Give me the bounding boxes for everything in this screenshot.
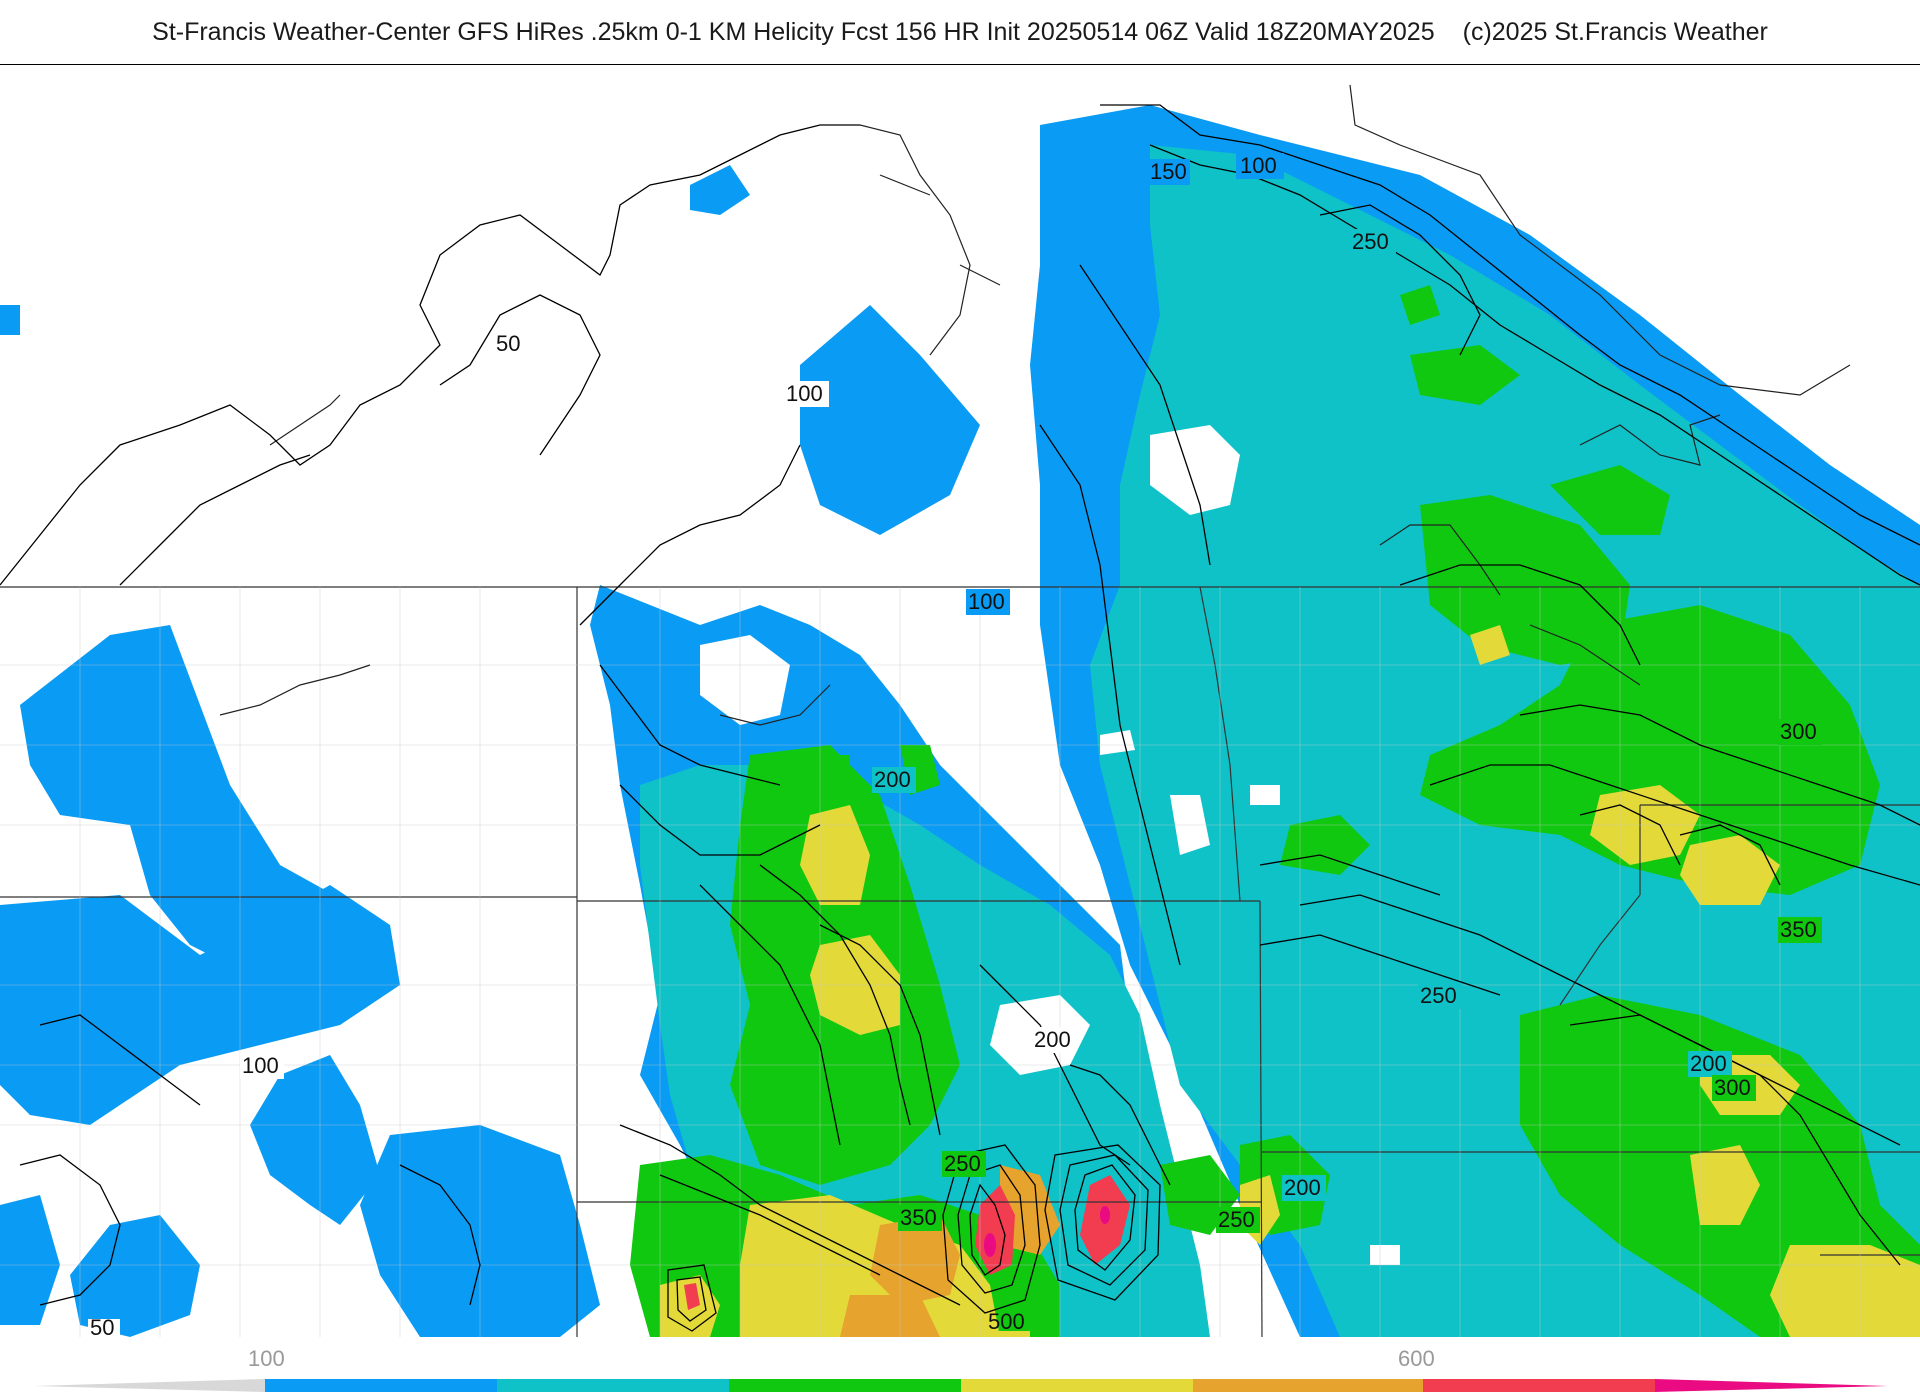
chart-title: St-Francis Weather-Center GFS HiRes .25k… <box>0 0 1920 64</box>
fill-white-holes <box>700 425 1400 1265</box>
contour-label-250: 250 <box>1352 229 1389 254</box>
contour-label-300: 300 <box>1780 719 1817 744</box>
coastlines <box>219 84 1851 726</box>
legend-swatch-red <box>1423 1379 1655 1392</box>
fill-orange-regions <box>840 1165 1060 1337</box>
county-grid <box>0 587 1920 1337</box>
contour-label-100: 100 <box>1240 153 1277 178</box>
legend-swatch-orange <box>1193 1379 1423 1392</box>
contour-label-100: 100 <box>242 1053 279 1078</box>
contour-label-250: 250 <box>1218 1207 1255 1232</box>
contour-label-50: 50 <box>496 331 520 356</box>
contour-label-200: 200 <box>1690 1051 1727 1076</box>
legend-tick-600: 600 <box>1398 1346 1435 1371</box>
contour-label-500: 500 <box>988 1309 1025 1334</box>
legend-tick-100: 100 <box>248 1346 285 1371</box>
contour-label-350: 350 <box>1780 917 1817 942</box>
fill-red-regions <box>684 1175 1130 1310</box>
legend-swatch-low <box>34 1379 265 1392</box>
contour-label-200: 200 <box>1034 1027 1071 1052</box>
contour-label-100: 100 <box>786 381 823 406</box>
contour-label-300: 300 <box>1714 1075 1751 1100</box>
contour-lines <box>0 104 1920 1332</box>
title-copyright: (c)2025 St.Francis Weather <box>1462 17 1768 46</box>
fill-magenta-regions <box>984 1206 1110 1257</box>
title-main: St-Francis Weather-Center GFS HiRes .25k… <box>152 17 1435 46</box>
contour-label-200: 200 <box>874 767 911 792</box>
contour-label-250: 250 <box>1420 983 1457 1008</box>
color-legend: 100 600 <box>0 1336 1920 1400</box>
contour-label-150: 150 <box>1150 159 1187 184</box>
legend-swatch-blue <box>265 1379 497 1392</box>
contour-label-100: 100 <box>968 589 1005 614</box>
contour-labels: 150 100 250 50 100 100 200 300 350 250 2… <box>88 153 1822 1337</box>
legend-swatch-green <box>729 1379 961 1392</box>
legend-swatch-magenta <box>1655 1379 1888 1392</box>
contour-label-200: 200 <box>1284 1175 1321 1200</box>
legend-swatch-cyan <box>497 1379 729 1392</box>
contour-label-50: 50 <box>90 1315 114 1337</box>
contour-label-350: 350 <box>900 1205 937 1230</box>
legend-swatch-yellow <box>961 1379 1193 1392</box>
helicity-map: 150 100 250 50 100 100 200 300 350 250 2… <box>0 64 1920 1337</box>
contour-label-250: 250 <box>944 1151 981 1176</box>
